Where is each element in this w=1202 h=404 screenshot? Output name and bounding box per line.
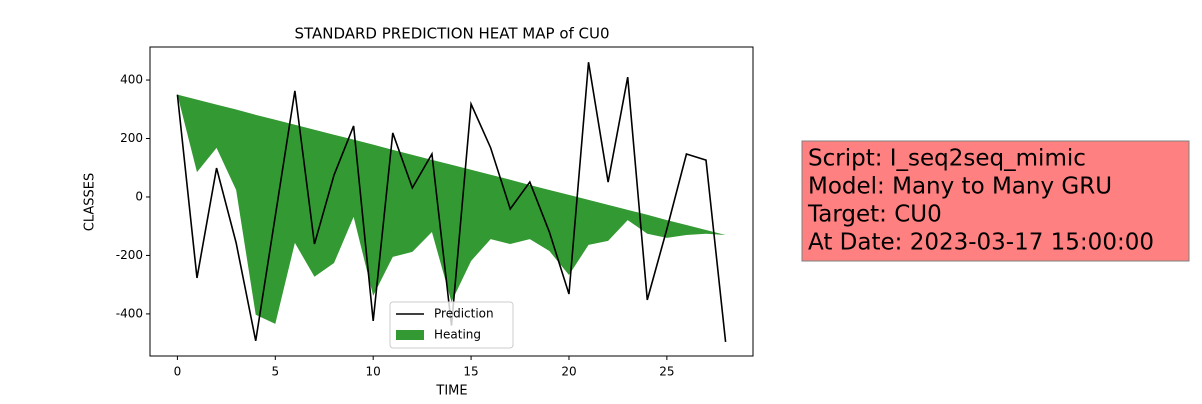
area — [177, 94, 726, 324]
plot-frame — [149, 46, 754, 357]
y-axis-label: CLASSES — [83, 173, 98, 231]
text-box-line: Model: Many to Many GRU — [808, 174, 1112, 200]
chart-title: STANDARD PREDICTION HEAT MAP of CU0 — [294, 25, 609, 43]
y-tick-label: 400 — [120, 73, 143, 87]
x-axis-label: TIME — [435, 384, 467, 399]
x-tick-label: 5 — [271, 365, 279, 379]
text-box-line: Script: I_seq2seq_mimic — [808, 146, 1086, 172]
x-tick-label: 0 — [174, 365, 182, 379]
text-box-line: At Date: 2023-03-17 15:00:00 — [808, 230, 1154, 256]
y-tick-label: 0 — [135, 189, 143, 203]
legend-swatch — [396, 330, 424, 340]
x-tick-label: 10 — [366, 365, 381, 379]
y-tick-label: -200 — [116, 248, 143, 262]
x-tick-label: 20 — [561, 365, 576, 379]
text-box — [801, 140, 1190, 262]
y-tick-label: -400 — [116, 306, 143, 320]
y-tick-label: 200 — [120, 131, 143, 145]
text-box-line: Target: CU0 — [807, 202, 942, 228]
legend-label: Heating — [434, 328, 481, 342]
x-tick-label: 25 — [659, 365, 674, 379]
x-tick-label: 15 — [463, 365, 478, 379]
legend-label: Prediction — [434, 307, 494, 321]
